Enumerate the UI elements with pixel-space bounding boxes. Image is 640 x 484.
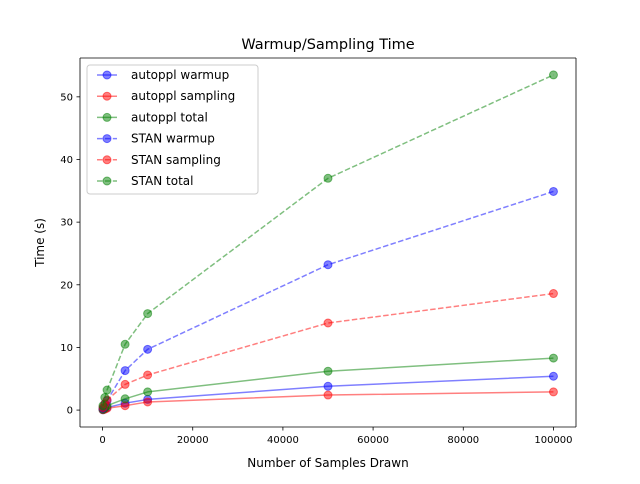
data-point bbox=[143, 370, 153, 380]
legend-items: autoppl warmup autoppl sampling autoppl to… bbox=[97, 68, 235, 188]
y-tick-label: 10 bbox=[60, 343, 73, 354]
x-axis-ticks: 0 20000 40000 60000 80000 100000 bbox=[99, 427, 573, 446]
y-axis-ticks: 0 10 20 30 40 50 bbox=[60, 92, 80, 417]
data-point bbox=[120, 339, 130, 349]
data-point bbox=[143, 397, 153, 407]
data-point bbox=[98, 401, 108, 411]
y-tick-label: 30 bbox=[60, 218, 73, 229]
data-point bbox=[548, 353, 558, 363]
legend-marker-swatch bbox=[102, 70, 112, 80]
axes-frame bbox=[79, 57, 577, 428]
data-point bbox=[143, 387, 153, 397]
legend-marker-swatch bbox=[102, 176, 112, 186]
legend-marker-swatch bbox=[102, 91, 112, 101]
y-tick-label: 20 bbox=[60, 280, 73, 291]
series-layer bbox=[98, 70, 558, 415]
data-point bbox=[143, 344, 153, 354]
legend-label: STAN warmup bbox=[131, 132, 215, 146]
y-tick-label: 40 bbox=[60, 155, 73, 166]
data-point bbox=[548, 186, 558, 196]
legend: autoppl warmup autoppl sampling autoppl to… bbox=[86, 64, 259, 195]
legend-label: STAN sampling bbox=[131, 153, 221, 167]
data-point bbox=[323, 260, 333, 270]
data-point bbox=[323, 173, 333, 183]
data-point bbox=[548, 70, 558, 80]
x-tick-label: 40000 bbox=[267, 435, 299, 446]
x-axis-label: Number of Samples Drawn bbox=[247, 456, 408, 470]
y-tick-label: 0 bbox=[67, 406, 73, 417]
data-point bbox=[548, 371, 558, 381]
legend-item: autoppl total bbox=[97, 110, 208, 124]
x-tick-label: 0 bbox=[99, 435, 105, 446]
legend-item: autoppl warmup bbox=[97, 68, 229, 82]
legend-frame bbox=[86, 64, 259, 195]
series-stan-total bbox=[98, 70, 558, 411]
y-tick-label: 50 bbox=[60, 92, 73, 103]
legend-label: autoppl sampling bbox=[131, 89, 235, 103]
x-tick-label: 100000 bbox=[534, 435, 572, 446]
legend-item: autoppl sampling bbox=[97, 89, 235, 103]
x-tick-label: 80000 bbox=[447, 435, 479, 446]
data-point bbox=[323, 381, 333, 391]
x-tick-label: 60000 bbox=[357, 435, 389, 446]
data-point bbox=[120, 394, 130, 404]
y-axis-label: Time (s) bbox=[33, 218, 47, 268]
legend-item: STAN sampling bbox=[97, 153, 221, 167]
chart-title: Warmup/Sampling Time bbox=[241, 37, 414, 53]
legend-marker-swatch bbox=[102, 112, 112, 122]
data-point bbox=[120, 366, 130, 376]
legend-label: autoppl warmup bbox=[131, 68, 229, 82]
data-point bbox=[102, 385, 112, 395]
legend-item: STAN total bbox=[97, 174, 193, 188]
data-point bbox=[548, 289, 558, 299]
data-point bbox=[548, 387, 558, 397]
data-point bbox=[120, 379, 130, 389]
data-point bbox=[323, 366, 333, 376]
legend-label: autoppl total bbox=[131, 110, 208, 124]
legend-item: STAN warmup bbox=[97, 132, 215, 146]
data-point bbox=[100, 393, 110, 403]
x-tick-label: 20000 bbox=[177, 435, 209, 446]
data-point bbox=[323, 318, 333, 328]
data-point bbox=[323, 390, 333, 400]
legend-label: STAN total bbox=[131, 174, 193, 188]
data-point bbox=[143, 309, 153, 319]
legend-marker-swatch bbox=[102, 134, 112, 144]
legend-marker-swatch bbox=[102, 155, 112, 165]
